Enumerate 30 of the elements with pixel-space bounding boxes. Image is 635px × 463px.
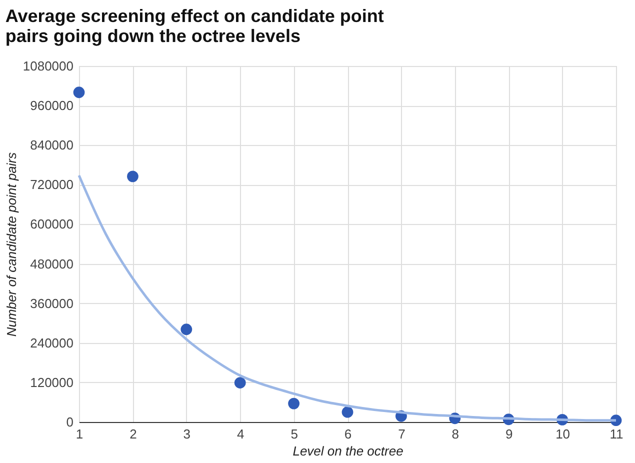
y-tick-label: 0 bbox=[66, 414, 74, 430]
point bbox=[342, 406, 354, 418]
y-axis-title: Number of candidate point pairs bbox=[4, 152, 19, 337]
chart-title: Average screening effect on candidate point pairs going down the octree levels bbox=[5, 6, 384, 46]
point bbox=[127, 170, 138, 182]
y-tick-label: 360000 bbox=[30, 296, 74, 311]
y-tick-label: 120000 bbox=[30, 374, 74, 390]
x-tick-label: 3 bbox=[183, 426, 191, 442]
x-tick-label: 6 bbox=[344, 426, 352, 442]
x-tick-label: 2 bbox=[130, 426, 137, 442]
y-tick-label: 480000 bbox=[30, 256, 74, 272]
x-tick-label: 9 bbox=[505, 426, 513, 442]
point bbox=[180, 324, 192, 336]
x-tick-label: 7 bbox=[398, 426, 406, 442]
x-axis-title: Level on the octree bbox=[292, 444, 404, 458]
point bbox=[234, 377, 246, 388]
point bbox=[288, 398, 300, 410]
y-tick-label: 600000 bbox=[30, 216, 74, 232]
x-tick-label: 4 bbox=[236, 426, 244, 442]
y-tick-label: 960000 bbox=[30, 98, 74, 114]
x-tick-label: 10 bbox=[556, 426, 570, 442]
x-tick-label: 5 bbox=[290, 426, 298, 442]
x-tick-label: 11 bbox=[610, 426, 624, 442]
y-tick-label: 240000 bbox=[30, 335, 74, 350]
y-tick-label: 720000 bbox=[30, 177, 74, 192]
x-tick-label: 1 bbox=[76, 426, 84, 442]
point bbox=[73, 86, 85, 98]
y-tick-label: 840000 bbox=[30, 138, 74, 153]
x-tick-label: 8 bbox=[452, 426, 460, 442]
y-tick-label: 1080000 bbox=[22, 58, 74, 74]
